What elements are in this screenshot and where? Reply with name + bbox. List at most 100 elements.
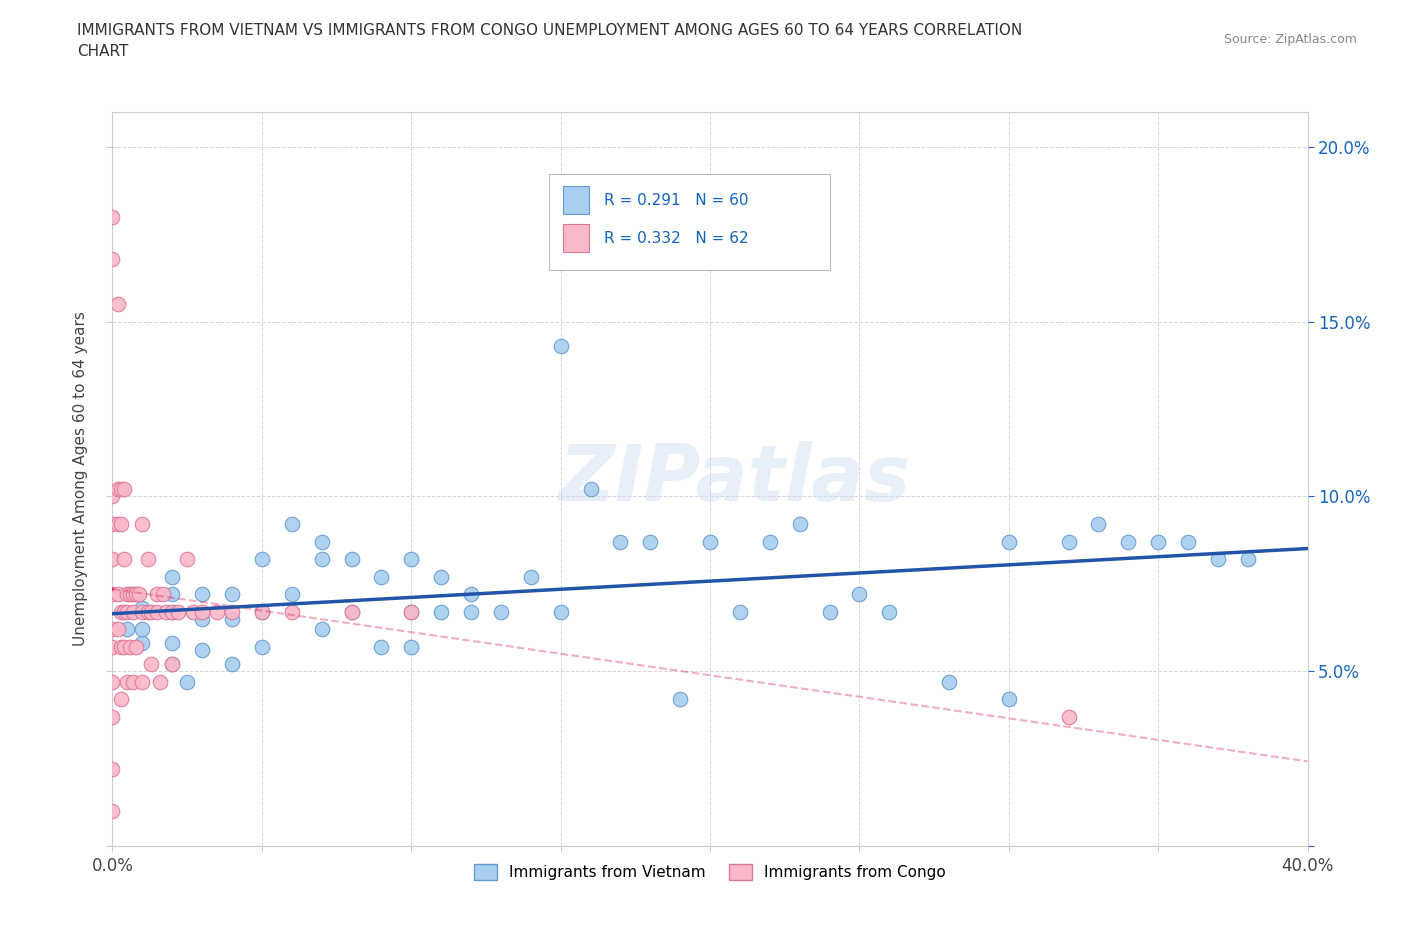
Point — [221, 587, 243, 602]
Point — [550, 604, 572, 619]
Point — [138, 552, 160, 567]
Point — [281, 587, 304, 602]
Point — [167, 604, 190, 619]
Point — [162, 604, 183, 619]
Point — [149, 674, 172, 689]
Point — [401, 640, 423, 655]
Point — [998, 692, 1021, 707]
Point — [401, 552, 423, 567]
Point — [191, 604, 214, 619]
Point — [818, 604, 841, 619]
Point — [789, 517, 811, 532]
Point — [146, 604, 169, 619]
Y-axis label: Unemployment Among Ages 60 to 64 years: Unemployment Among Ages 60 to 64 years — [73, 312, 89, 646]
Point — [131, 674, 153, 689]
Point — [101, 640, 124, 655]
Point — [114, 482, 135, 497]
Bar — [562, 224, 589, 252]
Point — [221, 657, 243, 671]
Point — [131, 622, 153, 637]
Point — [1057, 535, 1080, 550]
Point — [138, 604, 160, 619]
Point — [848, 587, 870, 602]
Point — [221, 611, 243, 626]
Point — [110, 517, 132, 532]
Point — [728, 604, 751, 619]
Point — [110, 692, 132, 707]
Point — [205, 604, 228, 619]
Point — [176, 552, 198, 567]
Point — [162, 657, 183, 671]
Point — [609, 535, 631, 550]
Point — [101, 710, 124, 724]
Point — [107, 587, 129, 602]
Point — [340, 604, 363, 619]
Point — [281, 517, 304, 532]
Point — [155, 604, 177, 619]
Text: IMMIGRANTS FROM VIETNAM VS IMMIGRANTS FROM CONGO UNEMPLOYMENT AMONG AGES 60 TO 6: IMMIGRANTS FROM VIETNAM VS IMMIGRANTS FR… — [77, 23, 1022, 60]
Point — [162, 587, 183, 602]
Point — [107, 517, 129, 532]
Point — [110, 640, 132, 655]
Point — [520, 569, 543, 584]
Point — [122, 604, 145, 619]
Point — [250, 604, 273, 619]
Point — [128, 587, 150, 602]
Point — [221, 604, 243, 619]
Point — [117, 622, 139, 637]
Point — [101, 674, 124, 689]
Point — [101, 517, 124, 532]
Point — [114, 604, 135, 619]
Point — [125, 587, 148, 602]
Point — [107, 622, 129, 637]
Point — [370, 640, 392, 655]
Point — [101, 552, 124, 567]
Point — [1177, 535, 1199, 550]
Point — [1087, 517, 1109, 532]
Point — [162, 657, 183, 671]
Point — [1118, 535, 1140, 550]
Text: R = 0.291   N = 60: R = 0.291 N = 60 — [603, 193, 748, 207]
Point — [131, 636, 153, 651]
Legend: Immigrants from Vietnam, Immigrants from Congo: Immigrants from Vietnam, Immigrants from… — [468, 858, 952, 886]
Point — [181, 604, 204, 619]
Point — [176, 674, 198, 689]
Point — [162, 569, 183, 584]
Point — [191, 611, 214, 626]
Point — [162, 604, 183, 619]
Point — [122, 674, 145, 689]
Point — [117, 604, 139, 619]
Point — [401, 604, 423, 619]
Point — [120, 640, 142, 655]
Point — [998, 535, 1021, 550]
Point — [107, 482, 129, 497]
Point — [311, 535, 333, 550]
Point — [101, 587, 124, 602]
Point — [489, 604, 512, 619]
Point — [117, 674, 139, 689]
Text: ZIPatlas: ZIPatlas — [558, 441, 910, 517]
Point — [141, 657, 163, 671]
Text: Source: ZipAtlas.com: Source: ZipAtlas.com — [1223, 33, 1357, 46]
Point — [114, 552, 135, 567]
Point — [101, 251, 124, 266]
Point — [125, 640, 148, 655]
Point — [250, 604, 273, 619]
Point — [162, 636, 183, 651]
Point — [430, 604, 453, 619]
Point — [146, 587, 169, 602]
Point — [131, 517, 153, 532]
Point — [101, 762, 124, 777]
Point — [699, 535, 721, 550]
Point — [1057, 710, 1080, 724]
Point — [122, 587, 145, 602]
Point — [191, 587, 214, 602]
Point — [110, 482, 132, 497]
Point — [1237, 552, 1260, 567]
Point — [250, 640, 273, 655]
Point — [759, 535, 782, 550]
Point — [879, 604, 901, 619]
Point — [430, 569, 453, 584]
Point — [550, 339, 572, 353]
Bar — [548, 174, 830, 270]
